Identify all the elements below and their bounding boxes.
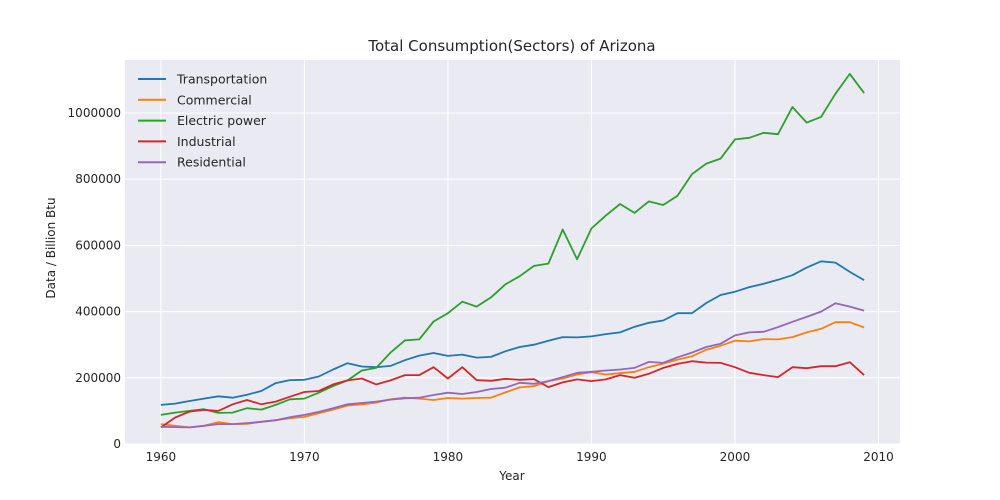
x-tick-label: 2000 — [720, 450, 751, 464]
y-tick-label: 200000 — [75, 371, 121, 385]
series-lines — [160, 73, 865, 429]
legend-label-transportation: Transportation — [176, 72, 267, 87]
x-axis-ticks: 1960 1970 1980 1990 2000 2010 — [146, 450, 894, 464]
y-tick-label: 400000 — [75, 305, 121, 319]
legend-label-residential: Residential — [177, 155, 246, 170]
chart-title: Total Consumption(Sectors) of Arizona — [367, 37, 655, 55]
x-tick-label: 1990 — [576, 450, 607, 464]
y-tick-label: 0 — [113, 437, 121, 451]
legend-label-commercial: Commercial — [177, 92, 252, 107]
y-tick-label: 1000000 — [68, 106, 121, 120]
y-tick-label: 800000 — [75, 172, 121, 186]
x-tick-label: 1980 — [433, 450, 464, 464]
y-axis-ticks: 0 200000 400000 600000 800000 1000000 — [68, 106, 121, 451]
grid-lines — [125, 60, 900, 445]
x-tick-label: 1970 — [289, 450, 320, 464]
x-tick-label: 2010 — [863, 450, 894, 464]
series-line-residential — [160, 302, 865, 429]
series-line-electric-power — [160, 73, 865, 416]
series-line-transportation — [160, 260, 865, 406]
legend-label-electric-power: Electric power — [177, 113, 267, 128]
x-axis-label: Year — [498, 469, 524, 483]
series-line-industrial — [160, 360, 865, 429]
y-tick-label: 600000 — [75, 238, 121, 252]
legend: Transportation Commercial Electric power In… — [138, 72, 267, 170]
x-tick-label: 1960 — [146, 450, 177, 464]
y-axis-label: Data / Billion Btu — [44, 197, 58, 298]
legend-label-industrial: Industrial — [177, 134, 236, 149]
